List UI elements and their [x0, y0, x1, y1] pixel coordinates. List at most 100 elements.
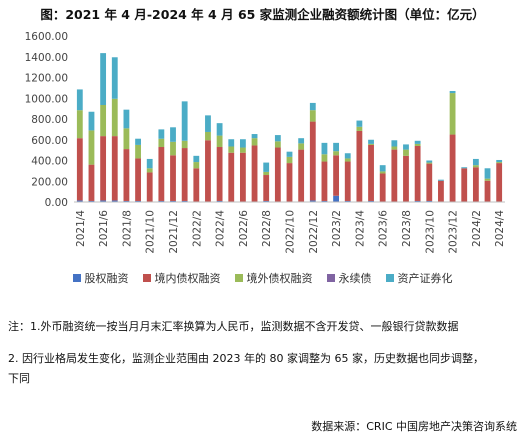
bar-segment: [344, 200, 351, 202]
bar-segment: [484, 168, 491, 179]
bar-segment: [309, 110, 316, 122]
bar-segment: [333, 151, 339, 156]
bar-segment: [263, 171, 270, 176]
bar-segment: [438, 180, 444, 202]
bar-segment: [111, 57, 118, 99]
bar-segment: [158, 129, 165, 139]
bar-segment: [88, 164, 95, 201]
bar-segment: [321, 154, 328, 162]
bar-segment: [181, 101, 188, 141]
y-tick-label: 1200.00: [25, 73, 68, 85]
bar-segment: [170, 141, 176, 156]
bar-segment: [379, 171, 386, 174]
bar-segment: [449, 93, 456, 135]
bar-segment: [286, 156, 293, 164]
x-tick-label: 2022/2: [191, 210, 203, 247]
bar-segment: [193, 155, 200, 163]
bar-segment: [321, 200, 328, 202]
bar-segment: [100, 200, 107, 202]
bar-segment: [309, 121, 316, 201]
legend-swatch: [142, 274, 151, 282]
bar-segment: [356, 126, 363, 131]
bar-segment: [321, 142, 328, 155]
bar-segment: [181, 148, 188, 201]
bar-segment: [193, 162, 200, 169]
x-tick-label: 2024/4: [494, 210, 506, 247]
x-tick-label: 2023/6: [378, 210, 390, 247]
bar-segment: [205, 115, 211, 132]
bar-segment: [205, 140, 211, 202]
bar-segment: [100, 136, 107, 201]
bar-segment: [216, 200, 223, 202]
x-tick-label: 2022/4: [215, 210, 227, 247]
bar-segment: [344, 161, 351, 201]
y-tick-label: 600.00: [31, 135, 68, 147]
bar-segment: [111, 200, 118, 202]
chart-title: 图：2021 年 4 月-2024 年 4 月 65 家监测企业融资额统计图（单…: [40, 7, 485, 22]
bar-segment: [368, 143, 374, 145]
bar-segment: [414, 140, 421, 144]
bar-segment: [426, 162, 433, 164]
bar-segment: [426, 200, 433, 202]
x-tick-label: 2023/12: [448, 210, 460, 254]
y-axis: 0.00 200.00 400.00 600.00 800.00 1000.00 1200.…: [25, 31, 68, 209]
bar-segment: [438, 179, 444, 181]
legend-item: 股权融资: [72, 270, 129, 286]
legend-label: 境内债权融资: [154, 272, 221, 285]
x-tick-label: 2021/6: [98, 210, 110, 247]
bar-segment: [263, 162, 270, 172]
bar-segment: [414, 143, 421, 146]
legend-label: 境外债权融资: [246, 272, 313, 285]
bar-segment: [205, 131, 211, 141]
legend-item: 境外债权融资: [234, 270, 313, 286]
legend-item: 资产证券化: [385, 270, 453, 286]
x-tick-label: 2021/12: [168, 210, 180, 254]
bar-segment: [426, 163, 433, 201]
bar-segment: [368, 139, 374, 144]
bar-segment: [449, 90, 456, 94]
x-tick-label: 2021/4: [75, 210, 87, 247]
x-tick-label: 2023/8: [401, 210, 413, 247]
bar-segment: [76, 110, 83, 139]
bar-segment: [123, 109, 130, 129]
bar-segment: [263, 175, 270, 201]
bar-segment: [356, 120, 363, 127]
bar-segment: [239, 139, 246, 148]
bar-segment: [170, 127, 176, 142]
y-tick-label: 200.00: [31, 176, 68, 188]
bar-segment: [298, 143, 305, 150]
x-tick-label: 2021/10: [145, 210, 157, 254]
bar-segment: [76, 138, 83, 201]
bar-segment: [344, 158, 351, 162]
bar-segment: [88, 130, 95, 165]
bar-segment: [484, 180, 491, 202]
bar-segment: [461, 167, 468, 169]
bar-segment: [251, 145, 258, 202]
bar-segment: [286, 151, 293, 157]
bar-segment: [123, 128, 130, 150]
x-tick-label: 2023/10: [424, 210, 436, 254]
bar-segment: [100, 104, 107, 137]
y-tick-label: 1400.00: [25, 52, 68, 64]
x-tick-label: 2022/12: [308, 210, 320, 254]
bar-segment: [391, 140, 398, 147]
bar-segment: [496, 159, 503, 163]
bar-segment: [239, 152, 246, 202]
x-tick-label: 2022/6: [238, 210, 250, 247]
y-tick-label: 400.00: [31, 156, 68, 168]
bar-segment: [158, 138, 165, 148]
bar-segment: [379, 165, 386, 172]
bar-segment: [135, 200, 141, 202]
legend: 股权融资 境内债权融资 境外债权融资 永续债 资产证券化: [0, 270, 525, 286]
bar-segment: [216, 123, 223, 136]
legend-item: 境内债权融资: [142, 270, 221, 286]
x-axis: 2021/4 2021/6 2021/8 2021/10 2021/12 2022/2 20…: [74, 201, 506, 254]
bar-segment: [333, 142, 339, 152]
bar-segment: [123, 200, 130, 202]
bar-segment: [76, 89, 83, 111]
stacked-bar-chart: 0.00 200.00 400.00 600.00 800.00 1000.00 1200.…: [25, 31, 507, 254]
bar-segment: [274, 141, 281, 148]
bar-segment: [274, 135, 281, 142]
legend-swatch: [72, 274, 81, 282]
legend-swatch: [234, 274, 243, 282]
